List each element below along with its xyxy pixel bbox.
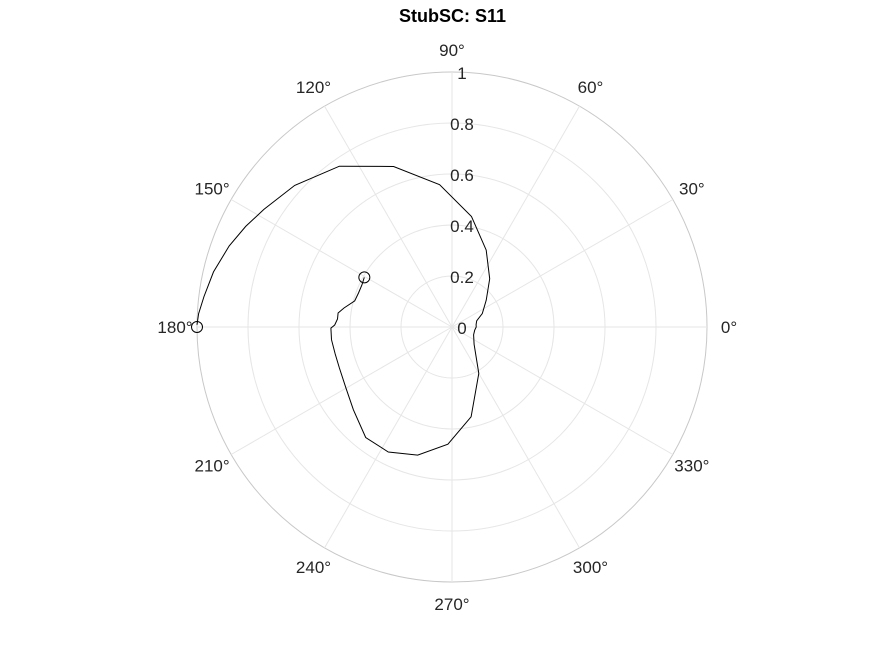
- chart-title: StubSC: S11: [398, 6, 507, 26]
- theta-tick-label: 90°: [439, 41, 465, 60]
- theta-grid-line: [324, 105, 453, 328]
- theta-tick-label: 120°: [296, 78, 331, 97]
- theta-tick-label: 210°: [195, 457, 230, 476]
- theta-grid-line: [230, 326, 453, 455]
- theta-grid-line: [451, 105, 580, 328]
- r-tick-label: 0: [457, 319, 466, 338]
- end-marker: [191, 321, 203, 333]
- theta-tick-label: 240°: [296, 558, 331, 577]
- r-tick-label: 0.8: [450, 115, 474, 134]
- theta-tick-label: 300°: [573, 558, 608, 577]
- theta-grid-line: [230, 199, 453, 328]
- theta-tick-label: 30°: [679, 180, 705, 199]
- theta-tick-label: 330°: [674, 457, 709, 476]
- r-tick-label: 1: [457, 64, 466, 83]
- theta-tick-label: 0°: [721, 318, 737, 337]
- theta-tick-label: 150°: [195, 180, 230, 199]
- theta-grid-line: [451, 326, 580, 549]
- theta-tick-label: 270°: [434, 595, 469, 614]
- theta-grid-line: [451, 199, 674, 328]
- theta-grid-line: [451, 326, 674, 455]
- r-tick-label: 0.4: [450, 217, 474, 236]
- r-tick-label: 0.2: [450, 268, 474, 287]
- theta-grid-line: [324, 326, 453, 549]
- s11-trace: [196, 165, 491, 456]
- theta-tick-label: 180°: [157, 318, 192, 337]
- theta-tick-label: 60°: [578, 78, 604, 97]
- start-marker: [358, 271, 371, 284]
- r-tick-label: 0.6: [450, 166, 474, 185]
